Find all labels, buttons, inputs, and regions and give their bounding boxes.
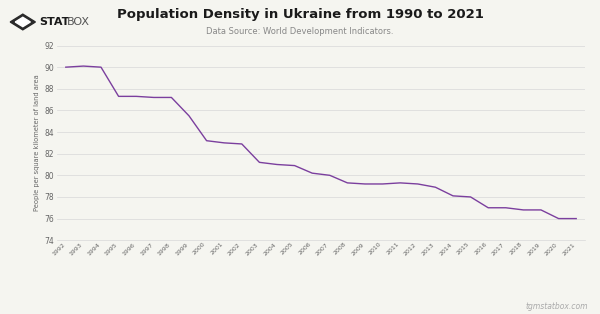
Text: tgmstatbox.com: tgmstatbox.com: [526, 302, 588, 311]
Polygon shape: [10, 14, 35, 30]
Polygon shape: [15, 17, 31, 27]
Text: BOX: BOX: [67, 17, 91, 27]
Y-axis label: People per square kilometer of land area: People per square kilometer of land area: [34, 74, 40, 211]
Text: Population Density in Ukraine from 1990 to 2021: Population Density in Ukraine from 1990 …: [116, 8, 484, 21]
Text: Data Source: World Development Indicators.: Data Source: World Development Indicator…: [206, 27, 394, 36]
Text: STAT: STAT: [40, 17, 70, 27]
